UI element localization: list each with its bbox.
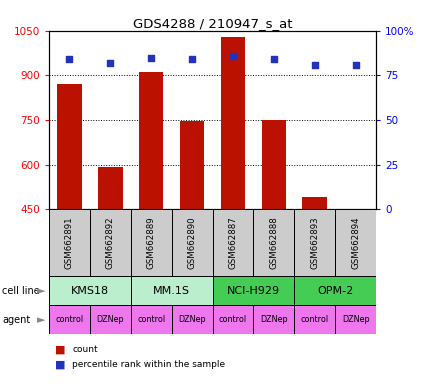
Text: GSM662892: GSM662892	[106, 217, 115, 269]
Bar	[294, 305, 335, 334]
Bar	[49, 276, 131, 305]
Bar	[253, 209, 294, 276]
Bar	[172, 305, 212, 334]
Text: GSM662894: GSM662894	[351, 217, 360, 269]
Bar	[90, 305, 131, 334]
Bar	[49, 305, 90, 334]
Bar	[335, 305, 376, 334]
Text: DZNep: DZNep	[342, 315, 369, 324]
Text: MM.1S: MM.1S	[153, 286, 190, 296]
Point	[352, 61, 359, 68]
Bar	[221, 36, 245, 209]
Bar	[57, 84, 82, 209]
Bar	[261, 120, 286, 209]
Bar	[294, 209, 335, 276]
Bar	[212, 305, 253, 334]
Bar	[212, 209, 253, 276]
Bar	[253, 305, 294, 334]
Text: percentile rank within the sample: percentile rank within the sample	[72, 360, 225, 369]
Bar	[139, 72, 163, 209]
Text: control: control	[301, 315, 329, 324]
Text: count: count	[72, 345, 98, 354]
Bar	[98, 167, 122, 209]
Bar	[49, 209, 90, 276]
Text: DZNep: DZNep	[96, 315, 124, 324]
Point	[270, 56, 277, 62]
Bar	[90, 209, 131, 276]
Text: OPM-2: OPM-2	[317, 286, 353, 296]
Point	[66, 56, 73, 62]
Point	[312, 61, 318, 68]
Point	[148, 55, 155, 61]
Text: control: control	[55, 315, 83, 324]
Text: cell line: cell line	[2, 286, 40, 296]
Text: NCI-H929: NCI-H929	[227, 286, 280, 296]
Bar	[131, 305, 172, 334]
Text: ■: ■	[55, 344, 66, 354]
Text: KMS18: KMS18	[71, 286, 109, 296]
Bar	[172, 209, 212, 276]
Text: control: control	[219, 315, 247, 324]
Bar	[303, 197, 327, 209]
Bar	[131, 209, 172, 276]
Point	[230, 53, 236, 59]
Text: GSM662891: GSM662891	[65, 217, 74, 269]
Text: ►: ►	[37, 286, 46, 296]
Bar	[335, 209, 376, 276]
Text: DZNep: DZNep	[260, 315, 288, 324]
Text: DZNep: DZNep	[178, 315, 206, 324]
Point	[107, 60, 113, 66]
Text: GSM662889: GSM662889	[147, 217, 156, 269]
Point	[189, 56, 196, 62]
Text: GSM662893: GSM662893	[310, 217, 319, 269]
Text: GSM662890: GSM662890	[187, 217, 196, 269]
Text: GSM662887: GSM662887	[229, 217, 238, 269]
Title: GDS4288 / 210947_s_at: GDS4288 / 210947_s_at	[133, 17, 292, 30]
Bar	[212, 276, 294, 305]
Text: agent: agent	[2, 314, 30, 325]
Text: control: control	[137, 315, 165, 324]
Text: ■: ■	[55, 360, 66, 370]
Bar	[294, 276, 376, 305]
Bar	[131, 276, 212, 305]
Text: ►: ►	[37, 314, 46, 325]
Bar	[180, 121, 204, 209]
Text: GSM662888: GSM662888	[269, 217, 278, 269]
